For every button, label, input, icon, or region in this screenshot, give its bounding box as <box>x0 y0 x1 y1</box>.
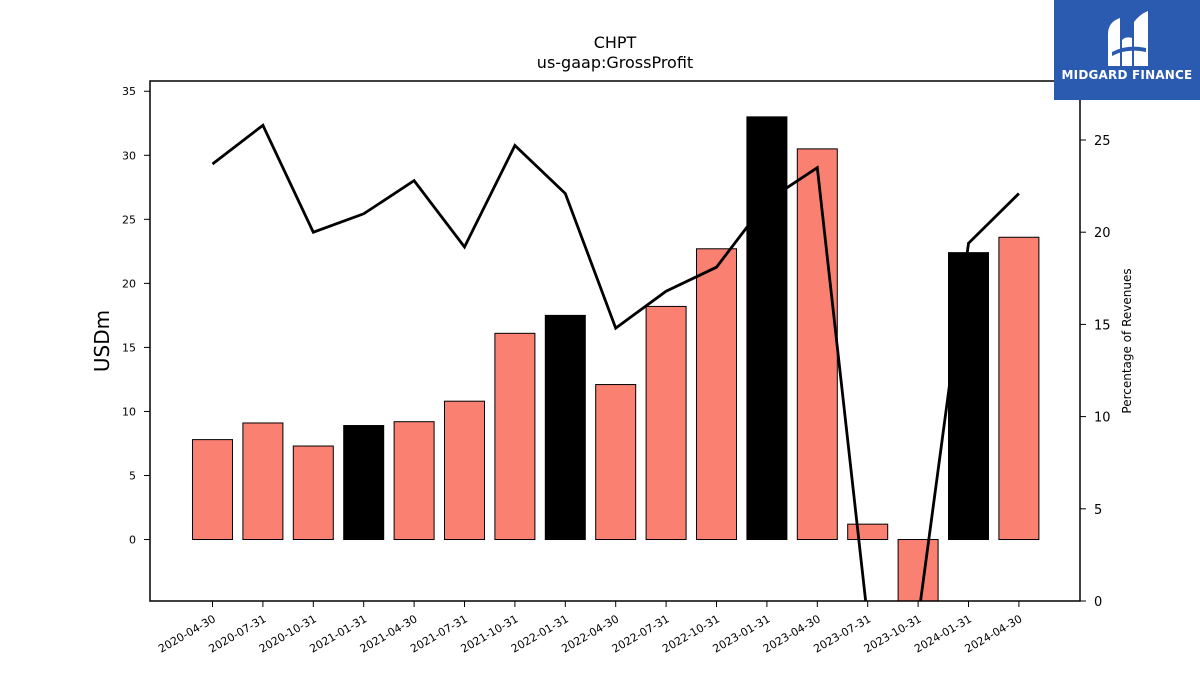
y-tick-label: 5 <box>129 469 136 482</box>
bar-2023-10-31 <box>897 539 939 601</box>
y-tick-label: 20 <box>122 277 136 290</box>
line-layer <box>211 123 1020 601</box>
midgard-logo-icon <box>1108 11 1148 66</box>
bar-2024-01-31 <box>948 252 989 541</box>
bar-2021-01-31 <box>343 425 385 541</box>
bar-2020-04-30 <box>192 439 233 541</box>
chart-title: CHPT <box>594 33 637 52</box>
x-axis: 2020-04-302020-07-312020-10-312021-01-31… <box>156 601 1024 656</box>
bar-2023-07-31 <box>847 523 889 541</box>
y2-tick-label: 10 <box>1094 411 1111 426</box>
bar-2021-04-30 <box>393 421 435 541</box>
y2-tick-label: 0 <box>1094 595 1102 610</box>
bar-2021-07-31 <box>444 400 485 541</box>
bar-2022-01-31 <box>544 314 586 541</box>
bar-2021-10-31 <box>494 332 536 541</box>
midgard-finance-logo: MIDGARD FINANCE <box>1054 0 1200 100</box>
bar-2022-04-30 <box>595 384 637 541</box>
y2-tick-label: 5 <box>1094 503 1102 518</box>
plot-frame <box>149 80 1081 602</box>
logo-text: MIDGARD FINANCE <box>1061 68 1193 82</box>
y-tick-label: 35 <box>122 85 136 98</box>
bar-layer <box>192 116 1040 601</box>
y-tick-label: 30 <box>122 149 136 162</box>
percentage-line <box>211 123 1020 601</box>
y-tick-label: 10 <box>122 405 136 418</box>
right-axis: 0 5 10 15 20 25 <box>1080 134 1111 610</box>
bar-2020-10-31 <box>292 445 334 541</box>
bar-2023-04-30 <box>796 148 838 541</box>
chart-subtitle: us-gaap:GrossProfit <box>537 53 693 72</box>
y2-axis-label: Percentage of Revenues <box>1120 268 1134 413</box>
bar-2023-01-31 <box>746 116 788 541</box>
bar-2022-10-31 <box>696 248 737 541</box>
x-tick-label: 2024-04-30 <box>963 612 1025 655</box>
bar-2022-07-31 <box>645 305 687 541</box>
y-tick-label: 0 <box>129 534 136 547</box>
y-axis-label: USDm <box>90 310 114 372</box>
left-axis: 0 5 10 15 20 25 30 35 <box>122 85 150 547</box>
bar-2020-07-31 <box>242 422 284 541</box>
y2-tick-label: 15 <box>1094 318 1111 333</box>
y2-tick-label: 20 <box>1094 226 1111 241</box>
y-tick-label: 15 <box>122 341 136 354</box>
bar-2024-04-30 <box>998 236 1040 541</box>
y-tick-label: 25 <box>122 213 136 226</box>
y2-tick-label: 25 <box>1094 134 1111 149</box>
